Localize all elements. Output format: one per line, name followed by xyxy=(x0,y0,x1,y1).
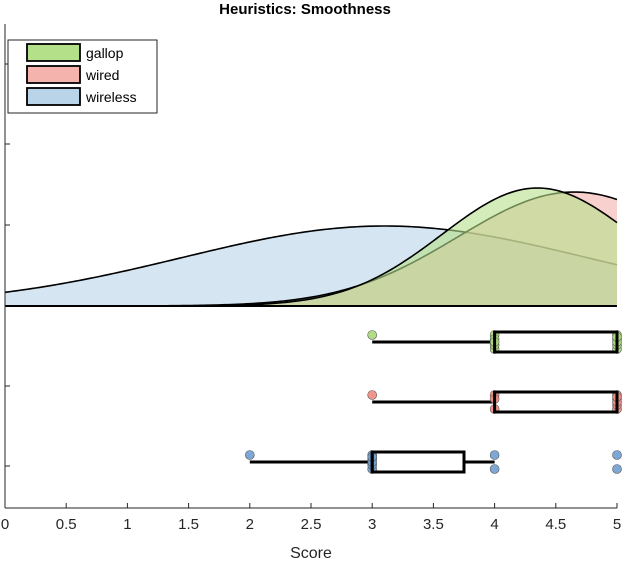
chart-title: Heuristics: Smoothness xyxy=(219,1,391,18)
x-tick-label: 3.5 xyxy=(423,516,444,533)
legend-swatch-wireless xyxy=(26,87,81,106)
data-point-wireless xyxy=(612,450,622,460)
data-point-gallop xyxy=(367,330,378,340)
axis-layer: 0 0.5 1 1.5 2 2.5 3 3.5 4 4.5 5 xyxy=(1,24,621,533)
x-tick-label: 0.5 xyxy=(56,516,77,533)
legend-label-gallop: gallop xyxy=(86,45,124,61)
x-tick-label: 3 xyxy=(368,516,376,533)
x-tick-label: 2 xyxy=(246,516,254,533)
box-wireless xyxy=(370,450,466,474)
box-wired xyxy=(493,390,619,414)
x-tick-label: 2.5 xyxy=(301,516,322,533)
x-tick-label: 1.5 xyxy=(178,516,199,533)
legend: gallop wired wireless xyxy=(7,39,158,114)
box-gallop xyxy=(493,330,619,354)
x-tick-label: 5 xyxy=(613,516,621,533)
x-tick-label: 4.5 xyxy=(545,516,566,533)
data-point-wired xyxy=(367,390,378,400)
box-layer xyxy=(245,330,622,474)
x-tick-label: 4 xyxy=(490,516,498,533)
density-area-gallop xyxy=(5,188,617,306)
x-tick-label: 1 xyxy=(123,516,131,533)
x-tick-label: 0 xyxy=(1,516,9,533)
legend-swatch-gallop xyxy=(26,43,81,62)
data-point-wireless xyxy=(245,450,255,460)
data-point-wireless xyxy=(489,464,500,474)
legend-swatch-wired xyxy=(26,65,81,84)
density-layer xyxy=(4,187,618,307)
data-point-wireless xyxy=(612,464,622,474)
legend-label-wireless: wireless xyxy=(85,89,137,105)
data-point-wireless xyxy=(489,450,500,460)
x-axis-label: Score xyxy=(290,545,332,562)
legend-label-wired: wired xyxy=(85,67,119,83)
